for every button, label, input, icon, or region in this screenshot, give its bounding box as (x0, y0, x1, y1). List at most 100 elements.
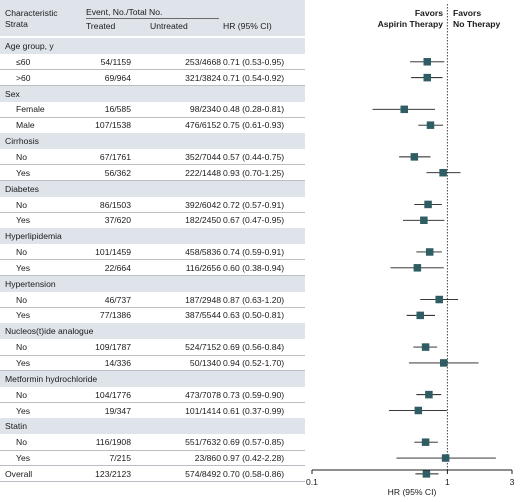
row-divider (0, 164, 305, 166)
untreated-count: 551/7632 (185, 437, 221, 448)
hr-point-marker (440, 359, 448, 367)
hr-point-marker (416, 311, 424, 320)
row-divider (0, 481, 305, 483)
hr-ci-value: 0.75 (0.61-0.93) (223, 120, 285, 131)
group-header-row: Sex (0, 85, 305, 102)
strata-label: Yes (16, 358, 31, 368)
hr-point-marker (425, 248, 434, 256)
group-header-row: Cirrhosis (0, 133, 305, 150)
treated-count: 123/2123 (95, 468, 131, 479)
group-header-row: Age group, y (0, 38, 305, 54)
event-header-rule (86, 18, 219, 19)
strata-label: Yes (16, 405, 31, 416)
strata-label: No (16, 342, 27, 353)
table-row: No 104/1776 473/7078 0.73 (0.59-0.90) (0, 387, 305, 403)
treated-count: 56/362 (104, 167, 131, 178)
hr-ci-value: 0.61 (0.37-0.99) (223, 405, 285, 416)
group-header-row: Metformin hydrochloride (0, 370, 305, 387)
strata-label: No (16, 294, 27, 305)
group-header-row: Statin (0, 418, 305, 435)
hr-ci-value: 0.48 (0.28-0.81) (223, 104, 285, 115)
treated-count: 14/336 (104, 358, 131, 368)
treated-count: 101/1459 (95, 247, 131, 258)
treated-count: 109/1787 (95, 342, 131, 353)
table-row: Yes 56/362 222/1448 0.93 (0.70-1.25) (0, 165, 305, 181)
strata-label: Hypertension (5, 278, 56, 289)
x-tick-label: 3 (510, 477, 515, 487)
row-divider (0, 69, 305, 71)
strata-label: No (16, 389, 27, 400)
untreated-count: 222/1448 (185, 167, 221, 178)
treated-count: 116/1908 (95, 437, 131, 448)
treated-count: 16/585 (104, 104, 131, 115)
favors-left-line2: Aspirin Therapy (377, 19, 443, 29)
table-row: No 46/737 187/2948 0.87 (0.63-1.20) (0, 292, 305, 308)
overall-row: Overall 123/2123 574/8492 0.70 (0.58-0.86) (0, 466, 305, 482)
table-row: No 67/1761 352/7044 0.57 (0.44-0.75) (0, 149, 305, 165)
favors-right-line1: Favors (453, 8, 482, 18)
x-tick-label: 1 (445, 477, 450, 487)
strata-label: Female (16, 104, 45, 115)
table-row: Yes 37/620 182/2450 0.67 (0.47-0.95) (0, 212, 305, 228)
hr-point-marker (425, 390, 433, 399)
hr-ci-value: 0.63 (0.50-0.81) (223, 310, 285, 321)
table-row: Yes 77/1386 387/5544 0.63 (0.50-0.81) (0, 307, 305, 323)
table-row: >60 69/964 321/3824 0.71 (0.54-0.92) (0, 70, 305, 86)
favors-right-line2: No Therapy (453, 19, 501, 29)
hr-point-marker (423, 73, 432, 82)
hr-ci-value: 0.74 (0.59-0.91) (223, 247, 285, 258)
strata-label: No (16, 247, 27, 258)
untreated-count: 116/2656 (185, 262, 221, 273)
strata-label: Hyperlipidemia (5, 231, 62, 242)
hr-point-marker (435, 295, 443, 304)
hr-ci-value: 0.60 (0.38-0.94) (223, 262, 285, 273)
strata-label: Male (16, 120, 35, 131)
hr-ci-value: 0.71 (0.53-0.95) (223, 56, 285, 67)
hr-point-marker (410, 153, 419, 161)
event-header: Event, No./Total No. (86, 7, 163, 17)
group-header-row: Hypertension (0, 275, 305, 292)
x-axis-label: HR (95% CI) (387, 487, 437, 497)
row-divider (0, 259, 305, 261)
treated-count: 7/215 (109, 453, 131, 464)
treated-count: 37/620 (104, 215, 131, 226)
hr-header: HR (95% CI) (223, 21, 272, 31)
strata-label: Yes (16, 167, 31, 178)
treated-count: 54/1159 (100, 56, 131, 67)
strata-label: Sex (5, 88, 20, 99)
hr-ci-value: 0.94 (0.52-1.70) (223, 358, 285, 368)
hr-ci-value: 0.70 (0.58-0.86) (223, 468, 285, 479)
hr-ci-value: 0.87 (0.63-1.20) (223, 294, 285, 305)
strata-label: Yes (16, 453, 31, 464)
untreated-count: 253/4668 (185, 56, 221, 67)
table-row: No 109/1787 524/7152 0.69 (0.56-0.84) (0, 339, 305, 355)
hr-ci-value: 0.97 (0.42-2.28) (223, 453, 285, 464)
table-row: ≤60 54/1159 253/4668 0.71 (0.53-0.95) (0, 54, 305, 70)
strata-label: No (16, 437, 27, 448)
hr-point-marker (426, 121, 435, 129)
untreated-count: 321/3824 (185, 72, 221, 83)
untreated-count: 50/1340 (189, 358, 221, 368)
treated-count: 22/664 (104, 262, 131, 273)
untreated-count: 392/6042 (185, 199, 221, 210)
strata-label: Yes (16, 262, 31, 273)
strata-label: >60 (16, 72, 31, 83)
strata-label: Yes (16, 310, 31, 321)
hr-point-marker (420, 216, 428, 225)
treated-count: 104/1776 (95, 389, 131, 400)
row-divider (0, 465, 305, 467)
strata-label: Age group, y (5, 41, 54, 51)
strata-label: Statin (5, 421, 27, 432)
hr-ci-value: 0.73 (0.59-0.90) (223, 389, 285, 400)
treated-count: 107/1538 (95, 120, 131, 131)
row-divider (0, 449, 305, 451)
strata-header-line2: Strata (5, 19, 28, 29)
hr-ci-value: 0.57 (0.44-0.75) (223, 151, 285, 162)
favors-left-line1: Favors (414, 8, 443, 18)
group-header-row: Diabetes (0, 180, 305, 197)
hr-point-marker (422, 470, 431, 478)
table-row: Yes 22/664 116/2656 0.60 (0.38-0.94) (0, 260, 305, 276)
group-header-row: Nucleos(t)ide analogue (0, 323, 305, 340)
hr-point-marker (424, 200, 432, 209)
